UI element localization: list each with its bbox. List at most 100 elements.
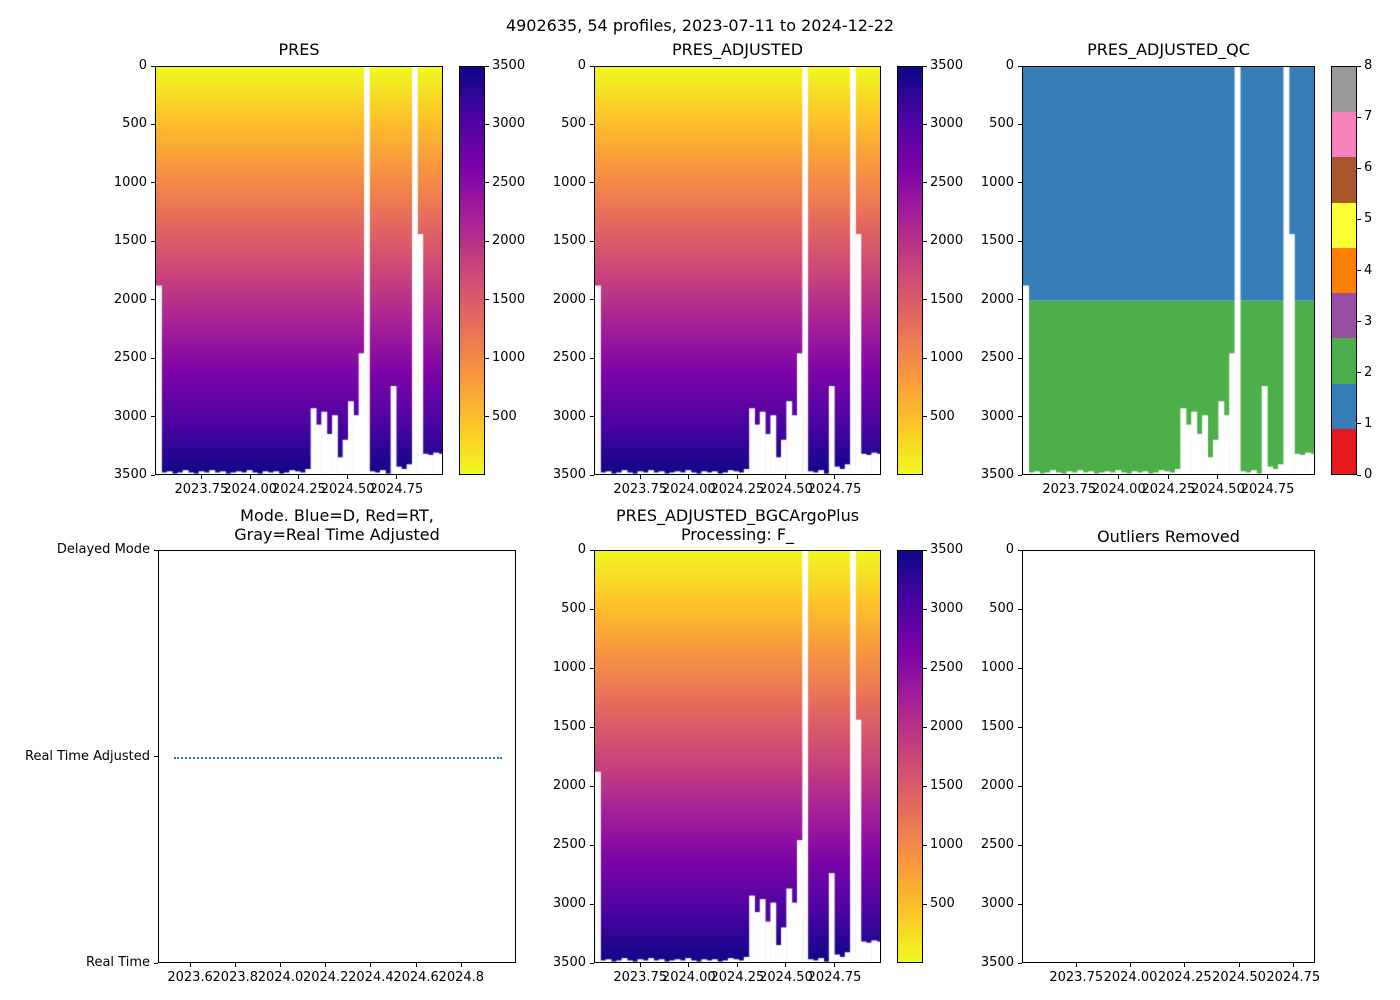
pres_adjusted-y-tick [590, 65, 594, 67]
pres_adjusted-colorbar-tick [923, 240, 927, 242]
pres-colorbar-tick [485, 299, 489, 301]
bgc-y-tick [590, 844, 594, 846]
outliers-title: Outliers Removed [1097, 527, 1240, 546]
qc-colorbar-tick-label: 1 [1364, 415, 1373, 431]
outliers-y-tick [1018, 726, 1022, 728]
pres_adjusted-colorbar-tick-label: 2000 [930, 233, 964, 249]
pres-x-tick-label: 2024.75 [369, 482, 424, 497]
mode-x-tick-label: 2024.8 [438, 970, 485, 985]
pres_adjusted-x-tick [688, 475, 690, 479]
pres-adjusted-qc-title: PRES_ADJUSTED_QC [1087, 40, 1250, 59]
bgc-colorbar-tick-label: 1000 [930, 837, 964, 852]
pres_adjusted-y-tick [590, 357, 594, 359]
bgc-colorbar-tick-label: 500 [930, 896, 955, 911]
outliers-x-tick [1238, 963, 1240, 967]
pres-y-tick-label: 1000 [113, 174, 147, 190]
mode-x-tick [370, 963, 372, 967]
pres_adjusted-y-tick-label: 0 [577, 58, 586, 73]
pres-colorbar-tick-label: 2500 [492, 174, 526, 190]
bgc-title-line1: PRES_ADJUSTED_BGCArgoPlus [615, 506, 860, 525]
pres_adjusted-colorbar-tick-label: 500 [930, 408, 955, 424]
qc-y-tick-label: 3500 [980, 467, 1014, 482]
bgc-colorbar-tick-label: 2500 [930, 660, 964, 675]
bgc-y-tick [590, 549, 594, 551]
pres_adjusted-colorbar-tick-label: 1000 [930, 350, 964, 366]
pres-x-tick [200, 475, 202, 479]
pres-y-tick [151, 123, 155, 125]
mode-y-tick-label: Real Time Adjusted [25, 748, 150, 764]
outliers-x-tick [1130, 963, 1132, 967]
qc-colorbar-segment-8 [1332, 67, 1356, 113]
pres-x-tick-label: 2024.25 [272, 482, 326, 497]
bgc-heatmap-canvas [595, 551, 880, 962]
pres-colorbar-tick [485, 357, 489, 359]
qc-colorbar-tick-label: 5 [1364, 211, 1373, 227]
outliers-y-tick-label: 1500 [980, 719, 1014, 734]
pres-x-tick [347, 475, 349, 479]
pres_adjusted-colorbar-tick [923, 357, 927, 359]
qc-y-tick [1018, 416, 1022, 418]
qc-colorbar-segment-2 [1332, 338, 1356, 384]
qc-colorbar-segment-6 [1332, 157, 1356, 203]
qc-colorbar-tick [1357, 116, 1361, 118]
pres-colorbar-tick-label: 3500 [492, 58, 526, 73]
qc-colorbar-tick [1357, 423, 1361, 425]
qc-x-tick-label: 2024.25 [1141, 482, 1196, 497]
pres-colorbar-tick-label: 2000 [492, 233, 526, 249]
mode-x-tick-label: 2024.0 [257, 970, 304, 985]
qc-y-tick [1018, 65, 1022, 67]
pres_adjusted-colorbar-tick-label: 1500 [930, 291, 964, 307]
qc-x-tick-label: 2023.75 [1042, 482, 1097, 497]
bgc-title-line2: Processing: F_ [680, 525, 795, 544]
bgc-x-tick-label: 2024.25 [710, 970, 765, 985]
bgc-y-tick-label: 3000 [552, 896, 586, 911]
bgc-x-tick [834, 963, 836, 967]
mode-y-tick [154, 549, 158, 551]
bgc-x-tick-label: 2024.75 [807, 970, 862, 985]
qc-x-tick [1267, 475, 1269, 479]
pres-x-tick [298, 475, 300, 479]
pres_adjusted-colorbar-tick [923, 182, 927, 184]
outliers-y-tick [1018, 667, 1022, 669]
pres_adjusted-colorbar-tick [923, 299, 927, 301]
pres_adjusted-x-tick [639, 475, 641, 479]
pres-colorbar-tick-label: 1500 [492, 291, 526, 307]
qc-y-tick [1018, 474, 1022, 476]
qc-x-tick [1118, 475, 1120, 479]
qc-x-tick-label: 2024.50 [1191, 482, 1245, 497]
pres_adjusted-y-tick [590, 299, 594, 301]
pres_adjusted-y-tick-label: 3000 [552, 408, 586, 424]
pres_adjusted-colorbar-tick [923, 65, 927, 67]
qc-colorbar-tick [1357, 321, 1361, 323]
bgc-colorbar-tick-label: 2000 [930, 719, 964, 734]
pres_adjusted-x-tick [785, 475, 787, 479]
outliers-x-tick-label: 2024.25 [1157, 970, 1212, 985]
pres_adjusted-colorbar-tick-label: 2500 [930, 174, 964, 190]
outliers-x-tick-label: 2024.75 [1266, 970, 1321, 985]
qc-colorbar-tick [1357, 474, 1361, 476]
pres-colorbar-tick [485, 123, 489, 125]
mode-dotted-line [174, 756, 502, 759]
qc-y-tick-label: 1500 [980, 233, 1014, 249]
qc-colorbar-segment-5 [1332, 202, 1356, 248]
mode-x-tick [189, 963, 191, 967]
qc-colorbar-tick [1357, 167, 1361, 169]
pres-colorbar-tick-label: 1000 [492, 350, 526, 366]
outliers-y-tick [1018, 962, 1022, 964]
qc-y-tick [1018, 240, 1022, 242]
bgc-y-tick-label: 3500 [552, 955, 586, 970]
pres_adjusted-y-tick-label: 1500 [552, 233, 586, 249]
mode-x-tick [279, 963, 281, 967]
outliers-y-tick-label: 3000 [980, 896, 1014, 911]
mode-title-line2: Gray=Real Time Adjusted [234, 525, 440, 544]
qc-colorbar-tick-label: 2 [1364, 364, 1373, 380]
pres_adjusted-x-tick-label: 2023.75 [613, 482, 668, 497]
outliers-x-tick-label: 2023.75 [1049, 970, 1104, 985]
pres-title: PRES [278, 40, 320, 59]
outliers-x-tick [1292, 963, 1294, 967]
qc-x-tick-label: 2024.00 [1091, 482, 1146, 497]
qc-x-tick [1217, 475, 1219, 479]
outliers-y-tick-label: 2000 [980, 778, 1014, 793]
pres-plot-area [155, 66, 443, 475]
